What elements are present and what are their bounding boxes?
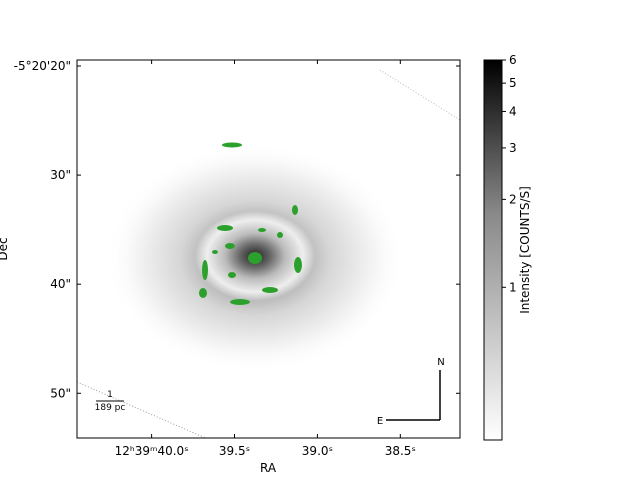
compass-east: E <box>377 416 383 427</box>
image <box>77 60 460 438</box>
x-tick-label: 12ʰ39ᵐ40.0ˢ <box>115 444 189 458</box>
colorbar-tick-label: 6 <box>509 53 517 67</box>
colorbar <box>483 59 503 441</box>
x-tick-label: 39.0ˢ <box>302 444 333 458</box>
y-axis-label: Dec <box>0 237 10 260</box>
scale-bar-top: 1 <box>107 390 113 400</box>
scale-bar-bottom: 189 pc <box>95 403 126 413</box>
y-tick-label: 40" <box>50 277 71 291</box>
colorbar-tick-label: 4 <box>509 104 517 118</box>
frame <box>76 59 461 439</box>
x-tick-label: 39.5ˢ <box>219 444 250 458</box>
colorbar-tick-label: 3 <box>509 141 517 155</box>
y-tick-label: 30" <box>50 168 71 182</box>
colorbar-tick-label: 5 <box>509 76 517 90</box>
x-axis-label: RA <box>260 461 277 475</box>
colorbar-tick-label: 2 <box>509 192 517 206</box>
y-tick-label: -5°20'20" <box>14 59 71 73</box>
colorbar-tick-label: 1 <box>509 280 517 294</box>
compass-north: N <box>437 357 444 368</box>
colorbar-label: Intensity [COUNTS/S] <box>518 186 532 314</box>
x-tick-label: 38.5ˢ <box>385 444 416 458</box>
y-tick-label: 50" <box>50 386 71 400</box>
